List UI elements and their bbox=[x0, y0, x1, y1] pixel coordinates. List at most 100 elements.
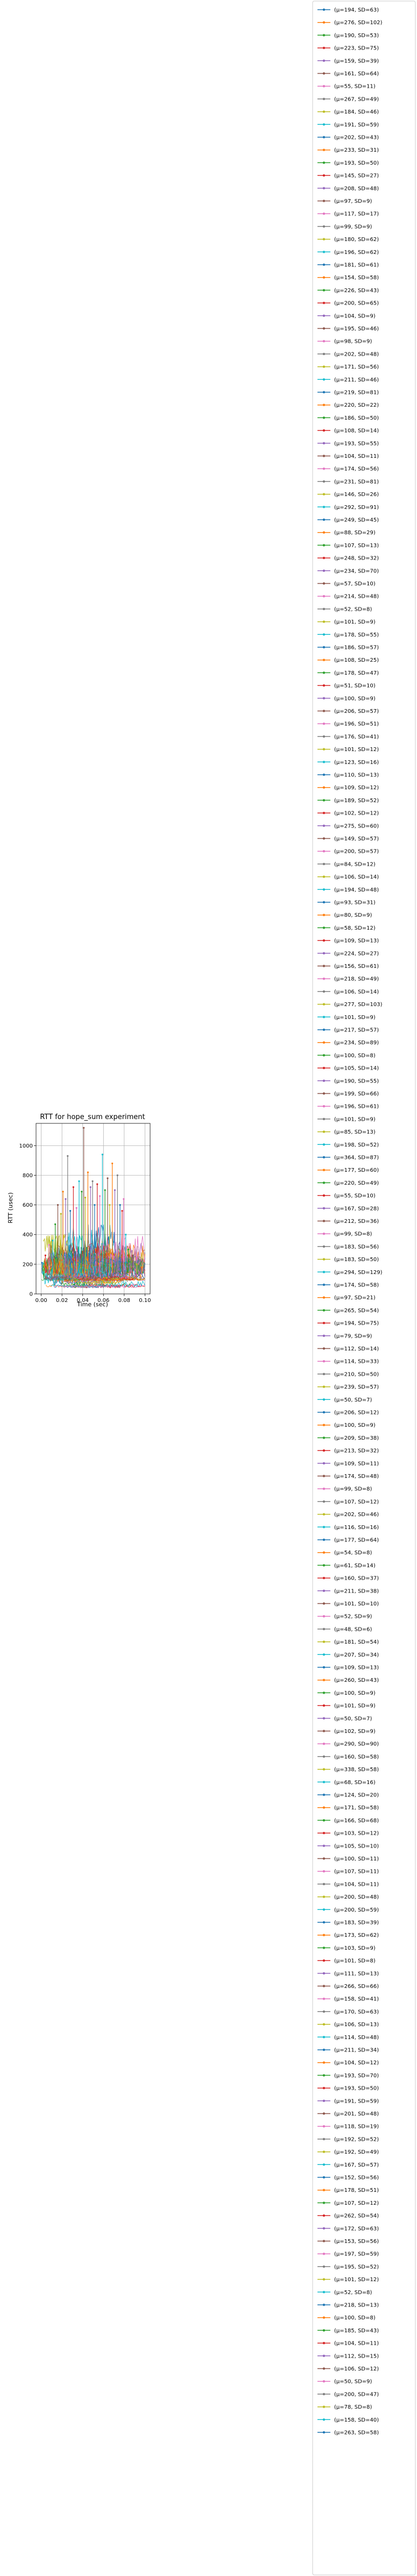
legend-marker bbox=[322, 1411, 326, 1414]
legend-label: (μ=84, SD=12) bbox=[334, 861, 376, 867]
legend-label: (μ=262, SD=54) bbox=[334, 2213, 379, 2219]
legend-label: (μ=55, SD=11) bbox=[334, 84, 376, 90]
legend-marker bbox=[322, 2367, 326, 2370]
legend-marker bbox=[322, 1743, 326, 1745]
legend-label: (μ=206, SD=57) bbox=[334, 709, 379, 714]
legend-marker bbox=[322, 506, 326, 508]
series-line bbox=[77, 1280, 119, 1284]
legend-label: (μ=200, SD=47) bbox=[334, 2391, 379, 2397]
legend-marker bbox=[322, 1194, 326, 1197]
legend-label: (μ=223, SD=75) bbox=[334, 46, 379, 52]
legend-marker bbox=[322, 684, 326, 687]
legend-label: (μ=124, SD=20) bbox=[334, 1793, 379, 1799]
legend-label: (μ=116, SD=16) bbox=[334, 1525, 379, 1531]
legend-marker bbox=[322, 1130, 326, 1133]
legend-marker bbox=[322, 110, 326, 113]
legend-marker bbox=[322, 607, 326, 611]
legend-label: (μ=211, SD=34) bbox=[334, 2048, 379, 2054]
legend-marker bbox=[322, 2023, 326, 2026]
legend-label: (μ=192, SD=49) bbox=[334, 2149, 379, 2155]
legend-marker bbox=[322, 1857, 326, 1860]
legend-marker bbox=[322, 2214, 326, 2217]
legend-label: (μ=50, SD=7) bbox=[334, 1397, 372, 1403]
legend-label: (μ=101, SD=8) bbox=[334, 1958, 376, 1964]
legend-label: (μ=195, SD=46) bbox=[334, 326, 379, 332]
legend-label: (μ=275, SD=60) bbox=[334, 823, 379, 829]
legend-marker bbox=[322, 161, 326, 164]
legend-label: (μ=52, SD=8) bbox=[334, 2290, 372, 2296]
legend-marker bbox=[322, 442, 326, 444]
legend-marker bbox=[322, 671, 326, 674]
legend-label: (μ=123, SD=16) bbox=[334, 760, 379, 766]
y-tick-label: 800 bbox=[23, 1173, 33, 1179]
legend-marker bbox=[322, 518, 326, 521]
y-axis-label: RTT (usec) bbox=[7, 1192, 14, 1223]
legend-marker bbox=[322, 1385, 326, 1388]
legend-label: (μ=211, SD=46) bbox=[334, 377, 379, 383]
peak-marker bbox=[131, 1254, 133, 1256]
legend-label: (μ=99, SD=8) bbox=[334, 1487, 372, 1492]
legend-label: (μ=196, SD=61) bbox=[334, 1104, 379, 1110]
legend-label: (μ=61, SD=14) bbox=[334, 1563, 376, 1569]
legend-label: (μ=186, SD=57) bbox=[334, 645, 379, 651]
legend-label: (μ=194, SD=63) bbox=[334, 8, 379, 13]
peak-marker bbox=[54, 1223, 56, 1226]
legend-marker bbox=[322, 1424, 326, 1426]
legend-label: (μ=194, SD=48) bbox=[334, 887, 379, 893]
legend-label: (μ=106, SD=14) bbox=[334, 874, 379, 880]
legend-marker bbox=[322, 697, 326, 700]
peak-marker bbox=[72, 1186, 74, 1188]
peak-marker bbox=[127, 1248, 130, 1250]
legend-marker bbox=[322, 340, 326, 343]
legend-label: (μ=107, SD=12) bbox=[334, 2200, 379, 2206]
legend-marker bbox=[322, 811, 326, 815]
legend-label: (μ=101, SD=9) bbox=[334, 1703, 376, 1709]
series-line bbox=[73, 1277, 131, 1281]
legend-marker bbox=[322, 2010, 326, 2013]
legend-label: (μ=193, SD=55) bbox=[334, 441, 379, 447]
legend-label: (μ=219, SD=81) bbox=[334, 390, 379, 396]
legend-label: (μ=105, SD=10) bbox=[334, 1843, 379, 1849]
peak-marker bbox=[78, 1180, 80, 1183]
legend-label: (μ=249, SD=45) bbox=[334, 518, 379, 523]
series-line bbox=[45, 1273, 103, 1281]
legend-marker bbox=[322, 761, 326, 763]
legend-marker bbox=[322, 659, 326, 661]
legend-label: (μ=57, SD=10) bbox=[334, 581, 376, 587]
legend-label: (μ=206, SD=12) bbox=[334, 1410, 379, 1416]
legend-label: (μ=234, SD=70) bbox=[334, 568, 379, 574]
legend-label: (μ=78, SD=8) bbox=[334, 2404, 372, 2410]
legend-label: (μ=189, SD=52) bbox=[334, 798, 379, 804]
legend-label: (μ=52, SD=8) bbox=[334, 606, 372, 612]
legend-label: (μ=171, SD=58) bbox=[334, 1805, 379, 1811]
peak-marker bbox=[116, 1174, 118, 1177]
legend-label: (μ=114, SD=48) bbox=[334, 2035, 379, 2041]
legend-label: (μ=177, SD=60) bbox=[334, 1167, 379, 1173]
peak-spikes bbox=[41, 1127, 143, 1273]
legend-marker bbox=[322, 1564, 326, 1567]
legend-marker bbox=[322, 352, 326, 356]
legend-marker bbox=[322, 582, 326, 585]
legend-label: (μ=101, SD=12) bbox=[334, 2277, 379, 2283]
legend-marker bbox=[322, 1079, 326, 1082]
legend-marker bbox=[322, 888, 326, 891]
legend-marker bbox=[322, 1589, 326, 1592]
legend-marker bbox=[322, 1679, 326, 1681]
y-tick-label: 0 bbox=[30, 1292, 33, 1298]
legend-label: (μ=226, SD=43) bbox=[334, 288, 379, 294]
legend-label: (μ=107, SD=12) bbox=[334, 1499, 379, 1505]
peak-marker bbox=[75, 1207, 77, 1209]
legend-label: (μ=200, SD=59) bbox=[334, 1907, 379, 1913]
peak-marker bbox=[109, 1204, 111, 1206]
legend-label: (μ=98, SD=9) bbox=[334, 339, 372, 345]
legend-label: (μ=68, SD=16) bbox=[334, 1780, 376, 1786]
legend-marker bbox=[322, 824, 326, 827]
legend-marker bbox=[322, 1003, 326, 1006]
legend-label: (μ=50, SD=9) bbox=[334, 2379, 372, 2385]
legend-marker bbox=[322, 875, 326, 878]
legend-label: (μ=104, SD=11) bbox=[334, 2341, 379, 2347]
legend-marker bbox=[322, 429, 326, 432]
legend-marker bbox=[322, 1436, 326, 1439]
legend-marker bbox=[322, 1538, 326, 1541]
